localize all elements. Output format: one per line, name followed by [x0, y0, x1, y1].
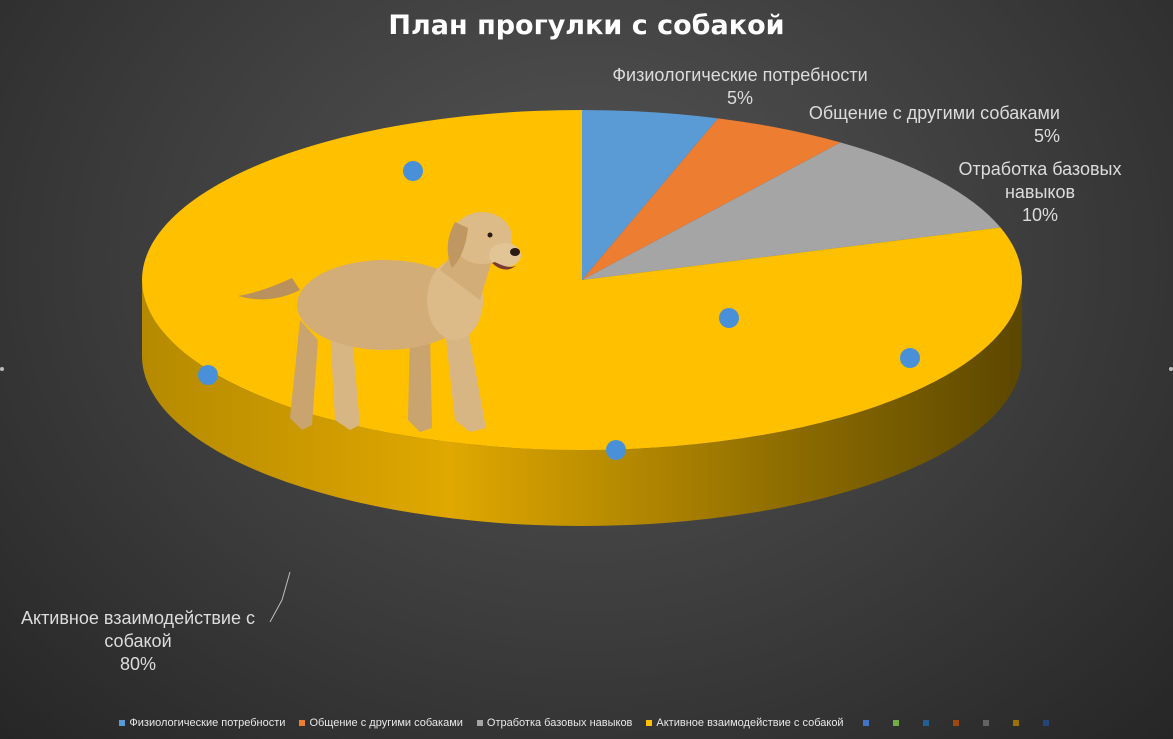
legend-swatch-empty — [982, 720, 989, 726]
pie-slice-skills[interactable] — [582, 142, 1001, 280]
data-label-socializing: Общение с другими собаками 5% — [770, 102, 1060, 148]
data-label-skills: Отработка базовых навыков 10% — [940, 158, 1140, 227]
legend-swatch-empty — [862, 720, 869, 726]
category-label: Общение с другими собаками — [808, 103, 1060, 123]
pie-markers — [198, 161, 920, 460]
value-label: 80% — [119, 654, 157, 674]
legend-swatch — [299, 720, 306, 726]
marker-dot — [900, 348, 920, 368]
data-label-physiological: Физиологические потребности 5% — [590, 64, 890, 110]
pie-slice-physiological[interactable] — [582, 110, 718, 280]
legend-swatch-empty — [1012, 720, 1019, 726]
legend-swatch-empty — [1042, 720, 1049, 726]
legend-label: Активное взаимодействие с собакой — [656, 717, 844, 729]
legend-label: Общение с другими собаками — [309, 717, 463, 729]
legend: Физиологические потребности Общение с дру… — [0, 717, 1173, 729]
legend-swatch-empty — [952, 720, 959, 726]
category-label: Отработка базовых навыков — [958, 159, 1122, 202]
marker-dot — [198, 365, 218, 385]
leader-line — [269, 571, 291, 623]
pie-top — [141, 110, 1022, 451]
marker-dot — [719, 308, 739, 328]
data-label-active: Активное взаимодействие с собакой 80% — [8, 607, 268, 676]
legend-label: Физиологические потребности — [129, 717, 286, 729]
pie-side-active-interaction — [142, 280, 1022, 526]
legend-swatch-empty — [892, 720, 899, 726]
legend-item: Активное взаимодействие с собакой — [646, 717, 844, 729]
pie-slice-active[interactable] — [141, 110, 1022, 451]
legend-item: Общение с другими собаками — [299, 717, 463, 729]
legend-item: Отработка базовых навыков — [476, 717, 633, 729]
handle-right[interactable] — [1169, 367, 1173, 371]
handle-left[interactable] — [0, 367, 4, 371]
pie-slice-socializing[interactable] — [582, 118, 841, 280]
chart-title: План прогулки с собакой — [388, 10, 785, 41]
value-label: 5% — [726, 88, 753, 108]
dog-illustration — [238, 212, 521, 432]
value-label: 5% — [1033, 126, 1060, 146]
legend-label: Отработка базовых навыков — [486, 717, 633, 729]
value-label: 10% — [1021, 205, 1059, 225]
marker-dot — [606, 440, 626, 460]
legend-swatch — [476, 720, 483, 726]
marker-dot — [403, 161, 423, 181]
category-label: Активное взаимодействие с собакой — [20, 608, 256, 651]
category-label: Физиологические потребности — [612, 65, 868, 85]
legend-item: Физиологические потребности — [119, 717, 285, 729]
legend-swatch — [646, 720, 653, 726]
legend-swatch — [119, 720, 126, 726]
pie-side — [142, 280, 1022, 526]
legend-swatch-empty — [922, 720, 929, 726]
